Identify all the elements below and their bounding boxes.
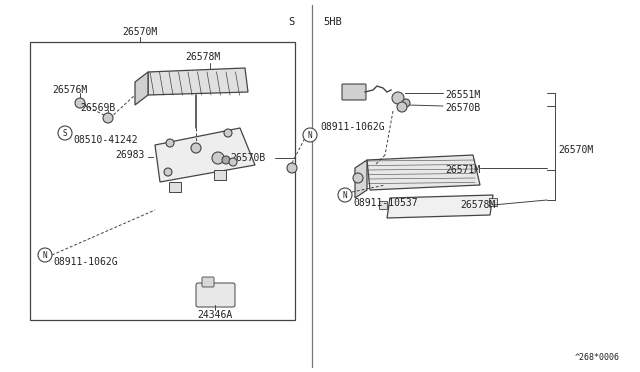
Circle shape xyxy=(397,102,407,112)
Text: 26578M: 26578M xyxy=(460,200,495,210)
Circle shape xyxy=(402,99,410,107)
Text: 26571M: 26571M xyxy=(445,165,480,175)
Circle shape xyxy=(191,143,201,153)
FancyBboxPatch shape xyxy=(202,277,214,287)
Circle shape xyxy=(164,168,172,176)
Text: 5HB: 5HB xyxy=(324,17,342,27)
Circle shape xyxy=(222,156,230,164)
Circle shape xyxy=(353,173,363,183)
Text: 26983: 26983 xyxy=(115,150,145,160)
Text: 08510-41242: 08510-41242 xyxy=(73,135,138,145)
Text: N: N xyxy=(43,250,47,260)
Text: 26570B: 26570B xyxy=(445,103,480,113)
Text: 26578M: 26578M xyxy=(185,52,220,62)
Text: 26570M: 26570M xyxy=(558,145,593,155)
FancyBboxPatch shape xyxy=(342,84,366,100)
Circle shape xyxy=(103,113,113,123)
Text: 26551M: 26551M xyxy=(445,90,480,100)
Polygon shape xyxy=(367,155,480,190)
Bar xyxy=(169,182,181,192)
Text: 26570M: 26570M xyxy=(122,27,157,37)
Text: 08911-1062G: 08911-1062G xyxy=(320,122,385,132)
Circle shape xyxy=(392,92,404,104)
Circle shape xyxy=(58,126,72,140)
Bar xyxy=(30,42,295,320)
Circle shape xyxy=(166,139,174,147)
Circle shape xyxy=(229,158,237,166)
Polygon shape xyxy=(387,195,493,218)
Circle shape xyxy=(287,163,297,173)
Circle shape xyxy=(212,152,224,164)
Text: 26576M: 26576M xyxy=(52,85,87,95)
Bar xyxy=(379,201,387,209)
FancyBboxPatch shape xyxy=(196,283,235,307)
Text: 08911-10537: 08911-10537 xyxy=(353,198,418,208)
Circle shape xyxy=(38,248,52,262)
Text: 08911-1062G: 08911-1062G xyxy=(53,257,118,267)
Text: 26569B: 26569B xyxy=(80,103,115,113)
Circle shape xyxy=(338,188,352,202)
Polygon shape xyxy=(355,160,367,198)
Bar xyxy=(489,198,497,206)
Polygon shape xyxy=(155,128,255,182)
Polygon shape xyxy=(135,72,148,105)
Text: 26570B: 26570B xyxy=(230,153,265,163)
Circle shape xyxy=(75,98,85,108)
Text: S: S xyxy=(63,128,67,138)
Circle shape xyxy=(224,129,232,137)
Bar xyxy=(214,170,226,180)
Text: N: N xyxy=(342,190,348,199)
Text: N: N xyxy=(308,131,312,140)
Text: 24346A: 24346A xyxy=(197,310,232,320)
Polygon shape xyxy=(148,68,248,95)
Text: S: S xyxy=(289,17,295,27)
Circle shape xyxy=(303,128,317,142)
Text: ^268*0006: ^268*0006 xyxy=(575,353,620,362)
